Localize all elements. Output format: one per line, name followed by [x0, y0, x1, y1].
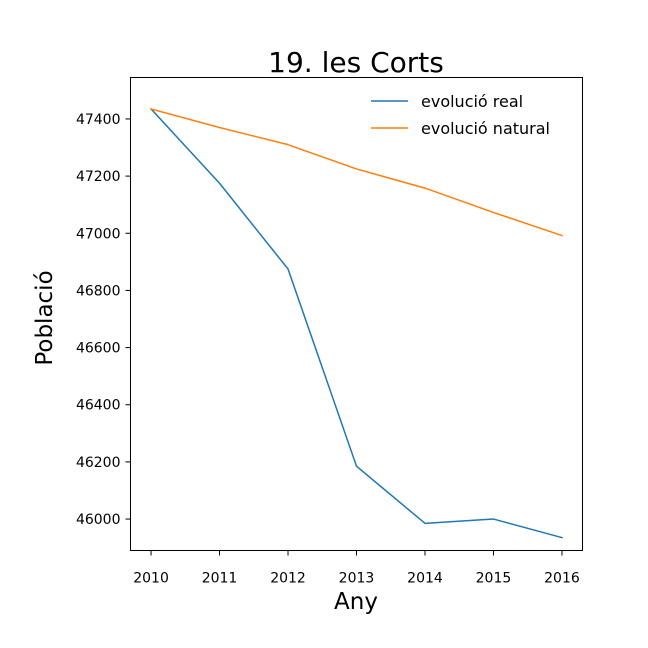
- plot-frame: [130, 77, 583, 551]
- x-tick-label: 2010: [133, 571, 169, 587]
- y-tick-label: 46200: [76, 455, 121, 471]
- y-tick-label: 46800: [76, 283, 121, 299]
- y-tick-label: 46400: [76, 398, 121, 414]
- x-tick-label: 2015: [476, 571, 512, 587]
- legend-label: evolució real: [421, 92, 523, 111]
- x-tick-label: 2016: [544, 571, 580, 587]
- x-axis: 2010 2011 2012 2013 2014 2015 2016: [133, 550, 580, 587]
- y-tick-label: 47400: [76, 112, 121, 128]
- series-line-0: [149, 107, 563, 539]
- y-axis-label: Població: [32, 270, 58, 365]
- y-tick-label: 46000: [76, 512, 121, 528]
- x-tick-label: 2013: [339, 571, 375, 587]
- x-axis-label: Any: [334, 589, 378, 615]
- series-group: [149, 107, 563, 539]
- legend: evolució real evolució natural: [371, 92, 550, 138]
- x-tick-label: 2012: [270, 571, 306, 587]
- y-axis: 46000 46200 46400 46600 46800 47000 47200 47400: [76, 112, 131, 528]
- series-line-1: [150, 108, 563, 237]
- chart-title: 19. les Corts: [268, 46, 444, 79]
- legend-label: evolució natural: [421, 119, 550, 138]
- y-tick-label: 46600: [76, 341, 121, 357]
- y-tick-label: 47200: [76, 169, 121, 185]
- x-tick-label: 2011: [202, 571, 238, 587]
- x-tick-label: 2014: [407, 571, 443, 587]
- plot-area: 2010 2011 2012 2013 2014 2015 2016 46000462004…: [76, 77, 583, 587]
- y-tick-label: 47000: [76, 226, 121, 242]
